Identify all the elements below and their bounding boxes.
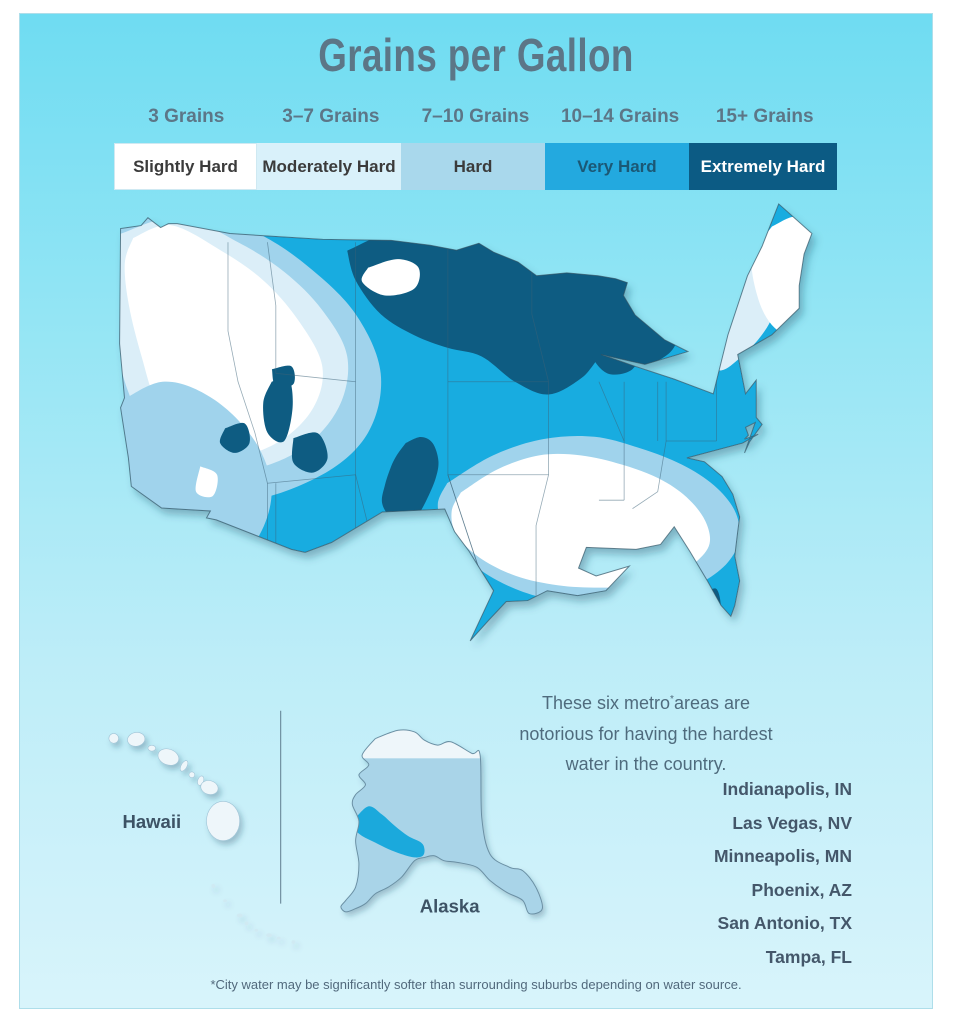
svg-text:Alaska: Alaska [420,895,480,916]
svg-text:Hawaii: Hawaii [122,811,181,832]
